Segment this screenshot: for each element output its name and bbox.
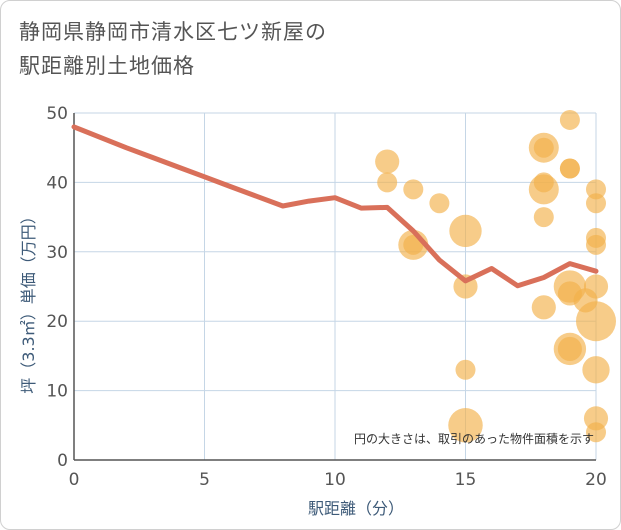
y-tick-label: 50 <box>46 104 68 124</box>
chart-title-line2: 駅距離別土地価格 <box>19 54 195 78</box>
trend-line <box>71 124 599 289</box>
x-tick-label: 5 <box>199 470 210 490</box>
bubble <box>586 179 606 200</box>
bubble <box>403 179 424 200</box>
bubble <box>533 137 554 158</box>
bubble <box>583 274 609 299</box>
bubble <box>449 214 482 248</box>
x-tick-label: 15 <box>455 470 477 490</box>
x-axis-label: 駅距離（分） <box>308 499 404 518</box>
bubble <box>586 422 606 443</box>
bubble <box>448 408 483 443</box>
bubble <box>429 193 450 214</box>
bubble <box>559 158 580 179</box>
bubble <box>557 336 582 362</box>
trend-line-group <box>71 124 599 289</box>
y-axis-label: 坪（3.3㎡）単価（万円） <box>19 208 38 393</box>
bubble <box>375 149 400 174</box>
chart-title-line1: 静岡県静岡市清水区七ツ新屋の <box>19 20 327 44</box>
bubble <box>531 295 556 320</box>
x-tick-label: 10 <box>324 470 346 490</box>
y-tick-label: 40 <box>46 173 68 193</box>
bubble <box>533 207 554 228</box>
bubbles <box>375 109 616 443</box>
y-tick-label: 10 <box>46 382 68 402</box>
tick-labels: 0 5 10 15 20 0 10 20 30 40 50 <box>46 104 606 490</box>
bubble <box>377 172 398 193</box>
x-tick-label: 20 <box>585 470 607 490</box>
size-note: 円の大きさは、取引のあった物件面積を示す <box>354 431 594 446</box>
bubble <box>582 356 610 384</box>
bubble <box>455 359 476 380</box>
chart-title: 静岡県静岡市清水区七ツ新屋の 駅距離別土地価格 <box>19 15 327 83</box>
bubble <box>533 172 554 193</box>
bubble <box>586 193 606 214</box>
bubble <box>586 234 606 255</box>
bubble <box>576 301 616 342</box>
bubble <box>559 109 580 130</box>
y-tick-label: 0 <box>57 451 68 471</box>
x-tick-label: 0 <box>69 470 80 490</box>
y-tick-label: 20 <box>46 312 68 332</box>
y-tick-label: 30 <box>46 243 68 263</box>
